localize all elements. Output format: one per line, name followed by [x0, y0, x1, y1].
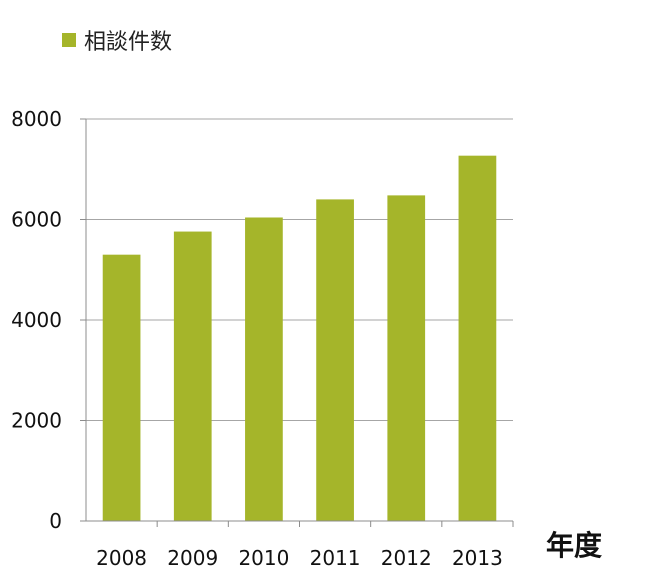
x-axis-title: 年度: [546, 529, 603, 562]
gridlines: [86, 118, 513, 421]
bar-2008: [102, 254, 141, 522]
y-tick-label: 2000: [11, 409, 62, 433]
bar-2013: [458, 155, 497, 521]
x-tick-labels: 2008 2009 2010 2011 2012 2013: [96, 546, 503, 570]
legend: 相談件数: [62, 24, 172, 56]
x-tick-label: 2012: [381, 546, 432, 570]
bar-2010: [245, 217, 283, 522]
y-tick-label: 6000: [11, 208, 62, 232]
y-tick-label: 8000: [11, 107, 62, 131]
x-tick-label: 2011: [310, 546, 361, 570]
bar-2012: [387, 195, 426, 521]
bars: [102, 155, 497, 522]
x-tick-label: 2013: [452, 546, 503, 570]
x-tick-label: 2009: [167, 546, 218, 570]
axes: [80, 118, 514, 527]
x-tick-label: 2008: [96, 546, 147, 570]
bar-2009: [173, 231, 212, 521]
y-tick-label: 4000: [11, 308, 62, 332]
legend-label: 相談件数: [84, 30, 173, 55]
x-tick-label: 2010: [238, 546, 289, 570]
y-tick-labels: 0 2000 4000 6000 8000: [11, 107, 62, 533]
bar-2011: [316, 199, 354, 521]
legend-swatch: [62, 33, 76, 47]
y-tick-label: 0: [49, 509, 62, 533]
